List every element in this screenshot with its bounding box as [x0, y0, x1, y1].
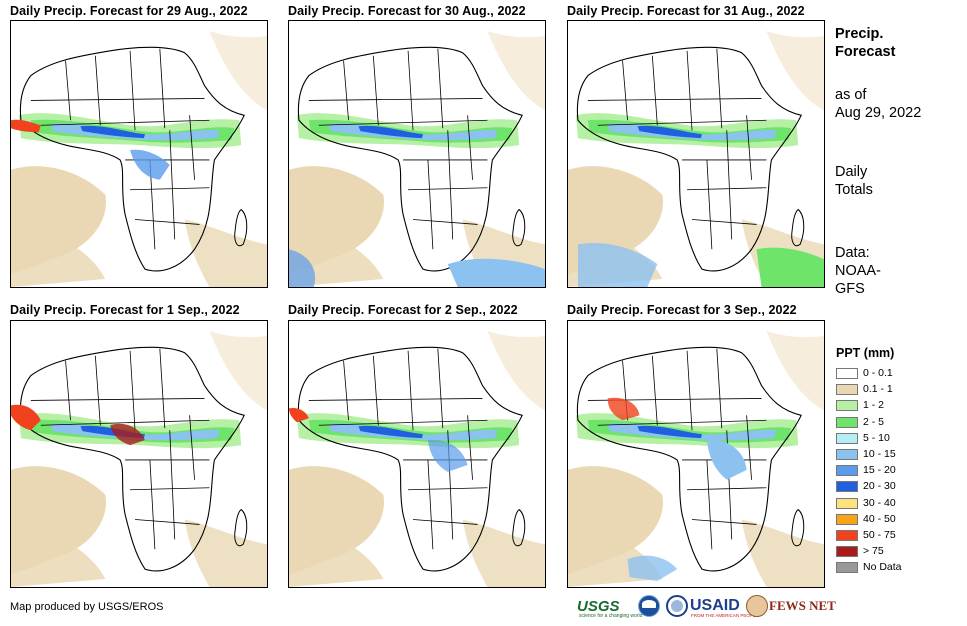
africa-map-graphic — [289, 21, 545, 287]
legend-swatch — [836, 449, 858, 460]
legend-swatch — [836, 497, 858, 509]
legend-label: 50 - 75 — [863, 529, 896, 541]
legend-swatch — [836, 368, 858, 379]
usaid-logo-text: USAID — [690, 597, 740, 614]
africa-map-graphic — [289, 321, 545, 587]
legend-label: > 75 — [863, 545, 884, 558]
forecast-map-5 — [288, 320, 546, 588]
legend-label: 40 - 50 — [863, 512, 896, 525]
legend-swatch — [836, 465, 858, 477]
forecast-map-3 — [567, 20, 825, 288]
side-title-line2: Forecast — [835, 44, 896, 60]
legend-label: 0.1 - 1 — [863, 383, 893, 396]
panel-title-3: Daily Precip. Forecast for 31 Aug., 2022 — [567, 4, 805, 18]
usgs-logo-text: USGS — [577, 598, 620, 615]
noaa-logo-icon — [638, 594, 662, 620]
fews-net-logo: FEWS NET — [746, 594, 836, 620]
fews-net-logo-text: FEWS NET — [769, 598, 836, 613]
usgs-tagline: science for a changing world — [579, 613, 643, 619]
legend-title: PPT (mm) — [836, 346, 895, 360]
legend-label: 10 - 15 — [863, 448, 896, 460]
legend-swatch — [836, 432, 858, 444]
legend-swatch — [836, 481, 858, 493]
source-line3: GFS — [835, 281, 865, 297]
asof-line1: as of — [835, 87, 867, 103]
panel-title-4: Daily Precip. Forecast for 1 Sep., 2022 — [10, 303, 240, 317]
legend-swatch — [836, 400, 858, 412]
legend-swatch — [836, 530, 858, 541]
legend-swatch — [836, 562, 858, 574]
fews-net-globe-icon — [746, 595, 768, 617]
panel-title-1: Daily Precip. Forecast for 29 Aug., 2022 — [10, 4, 248, 18]
panel-title-2: Daily Precip. Forecast for 30 Aug., 2022 — [288, 4, 526, 18]
nasa-logo-icon — [666, 594, 688, 620]
africa-map-graphic — [568, 321, 824, 587]
legend-swatch — [836, 416, 858, 428]
source-line1: Data: — [835, 245, 870, 261]
legend-label: 2 - 5 — [863, 415, 885, 428]
forecast-map-1 — [10, 20, 268, 288]
forecast-map-6 — [567, 320, 825, 588]
legend-label: 30 - 40 — [863, 496, 896, 509]
legend-label: 20 - 30 — [863, 480, 896, 493]
legend-label: 15 - 20 — [863, 464, 896, 477]
usgs-logo: USGS science for a changing world — [577, 594, 642, 620]
forecast-map-2 — [288, 20, 546, 288]
legend-label: 0 - 0.1 — [863, 367, 893, 379]
totals-line1: Daily — [835, 164, 868, 180]
usaid-logo: USAID FROM THE AMERICAN PEOPLE — [690, 594, 758, 620]
legend-swatch — [836, 513, 858, 525]
panel-title-5: Daily Precip. Forecast for 2 Sep., 2022 — [288, 303, 518, 317]
panel-title-6: Daily Precip. Forecast for 3 Sep., 2022 — [567, 303, 797, 317]
usaid-tagline: FROM THE AMERICAN PEOPLE — [691, 613, 759, 618]
legend-label: 5 - 10 — [863, 431, 890, 444]
legend-swatch — [836, 384, 858, 396]
legend-label: 1 - 2 — [863, 399, 885, 412]
africa-map-graphic — [11, 321, 267, 587]
side-title-line1: Precip. — [835, 26, 884, 42]
forecast-map-4 — [10, 320, 268, 588]
asof-line2: Aug 29, 2022 — [835, 105, 922, 121]
map-credit: Map produced by USGS/EROS — [10, 601, 164, 613]
source-line2: NOAA- — [835, 263, 881, 279]
totals-line2: Totals — [835, 182, 873, 198]
legend-swatch — [836, 546, 858, 558]
legend-label: No Data — [863, 561, 902, 574]
africa-map-graphic — [11, 21, 267, 287]
africa-map-graphic — [568, 21, 824, 287]
